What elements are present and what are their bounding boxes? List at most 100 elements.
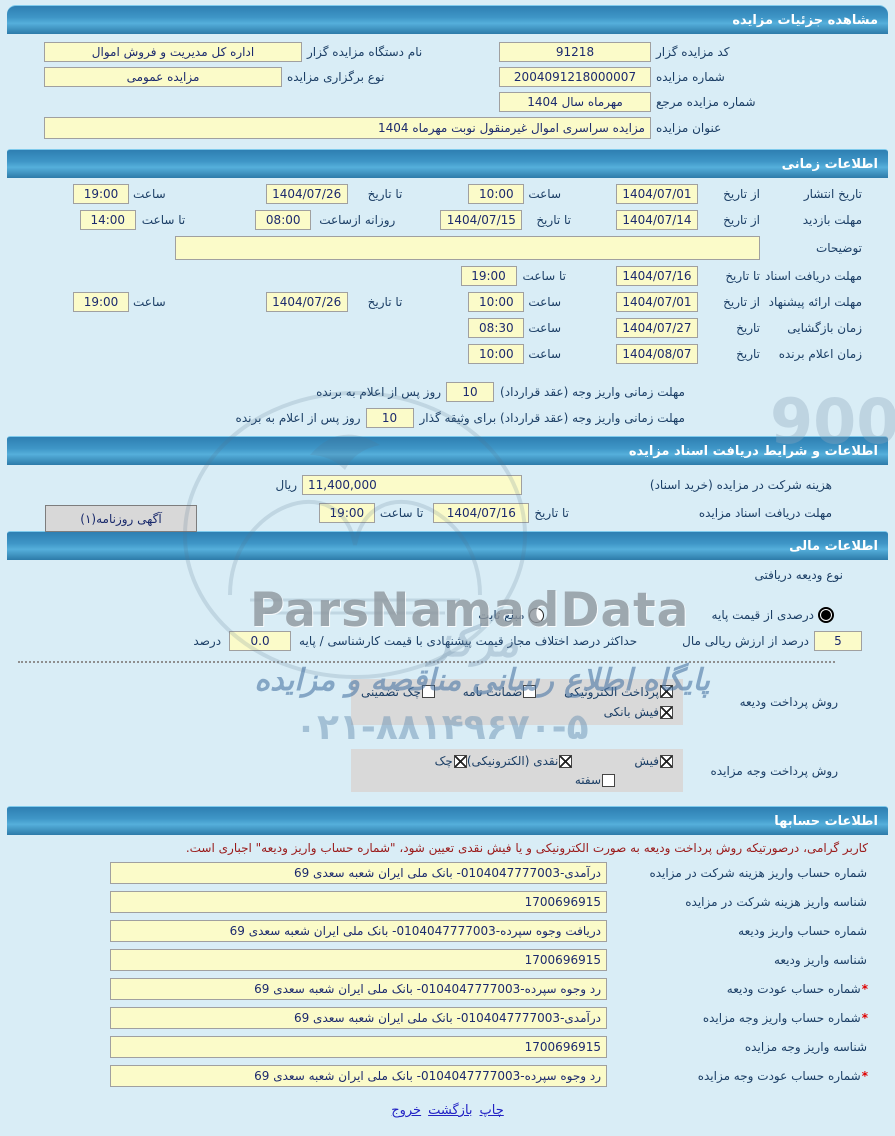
publish-from-label: از تاریخ [723, 187, 760, 201]
publish-from-date-field[interactable]: 1404/07/01 [616, 184, 698, 204]
visit-from-date-field[interactable]: 1404/07/14 [616, 210, 698, 230]
docs-receive-date-field[interactable]: 1404/07/16 [433, 503, 530, 523]
deposit-method-row: روش پرداخت ودیعه پرداخت الکترونیکی ضمانت… [10, 679, 843, 725]
auction-type-field[interactable]: مزایده عمومی [44, 67, 282, 87]
account-row-field[interactable]: 1700696915 [110, 949, 607, 971]
visit-deadline-row: مهلت بازدید از تاریخ 1404/07/14 تا تاریخ… [10, 210, 862, 230]
account-row-field[interactable]: دریافت وجوه سپرده-0104047777003- بانک مل… [110, 920, 607, 942]
docs-deadline-hour-label: تا ساعت [522, 269, 566, 283]
percent-label: درصد از ارزش ریالی مال [682, 634, 809, 648]
auction-code-field[interactable]: 91218 [499, 42, 651, 62]
ref-number-field[interactable]: مهرماه سال 1404 [499, 92, 651, 112]
exit-link[interactable]: خروج [391, 1103, 422, 1118]
visit-daily-label: روزانه ازساعت [319, 213, 396, 227]
cash-electronic-checkbox[interactable] [559, 754, 573, 768]
winner-time-field[interactable]: 10:00 [468, 344, 525, 364]
guarantee-letter-checkbox[interactable] [523, 685, 537, 699]
electronic-payment-checkbox[interactable] [660, 685, 673, 699]
deposit-option-guarantee: ضمانت نامه [463, 685, 537, 699]
account-row-field[interactable]: رد وجوه سپرده-0104047777003- بانک ملی ای… [110, 978, 607, 1000]
offer-to-time-field[interactable]: 19:00 [73, 292, 129, 312]
winner-date-field[interactable]: 1404/08/07 [616, 344, 698, 364]
financial-section: نوع ودیعه دریافتی درصدی از قیمت پایه مبل… [0, 560, 895, 792]
deposit-option-electronic: پرداخت الکترونیکی [564, 685, 673, 699]
auction-number-field[interactable]: 2004091218000007 [499, 67, 651, 87]
account-row-label: *شماره حساب عودت ودیعه [726, 982, 868, 996]
publish-to-hour-label: ساعت [133, 187, 166, 201]
publish-to-label: تا تاریخ [367, 187, 403, 201]
certified-check-label: چک تضمینی [361, 684, 421, 699]
publish-date-label: تاریخ انتشار [803, 187, 862, 201]
offer-from-time-field[interactable]: 10:00 [468, 292, 525, 312]
docs-deadline-date-field[interactable]: 1404/07/16 [616, 266, 698, 286]
deposit-option-certified-check: چک تضمینی [361, 685, 435, 699]
docs-deadline-time-field[interactable]: 19:00 [460, 266, 517, 286]
account-row-field[interactable]: رد وجوه سپرده-0104047777003- بانک ملی ای… [110, 1065, 607, 1087]
visit-from-time-field[interactable]: 08:00 [255, 210, 312, 230]
max-diff-value-field[interactable]: 0.0 [229, 631, 292, 651]
publish-to-time-field[interactable]: 19:00 [73, 184, 129, 204]
newspaper-ad-button[interactable]: آگهی روزنامه(۱) [45, 505, 197, 532]
account-row-field[interactable]: 1700696915 [110, 891, 607, 913]
offer-from-date-field[interactable]: 1404/07/01 [616, 292, 698, 312]
notes-field[interactable] [175, 236, 760, 260]
visit-to-hour-label: تا ساعت [141, 213, 186, 227]
accounts-section-title: اطلاعات حسابها [774, 814, 878, 829]
docs-receive-deadline-label: مهلت دریافت اسناد مزایده [698, 506, 832, 520]
slip-label: فیش [634, 754, 659, 768]
percent-of-base-radio[interactable] [818, 607, 834, 623]
offer-to-date-field[interactable]: 1404/07/26 [265, 292, 348, 312]
promissory-note-checkbox[interactable] [602, 773, 615, 787]
slip-checkbox[interactable] [660, 754, 673, 768]
publish-from-hour-label: ساعت [528, 187, 561, 201]
docs-receive-to-label: تا تاریخ [534, 506, 569, 520]
publish-from-time-field[interactable]: 10:00 [468, 184, 525, 204]
account-row-field[interactable]: 1700696915 [110, 1036, 607, 1058]
account-row: *شماره حساب عودت وجه مزایده رد وجوه سپرد… [0, 1065, 868, 1087]
pay-guarantor-days-field[interactable]: 10 [365, 408, 414, 428]
auction-title-field[interactable]: مزایده سراسری اموال غیرمنقول نوبت مهرماه… [44, 117, 651, 139]
deposit-option-bank-slip: فیش بانکی [604, 705, 673, 719]
offer-to-label: تا تاریخ [367, 295, 403, 309]
deposit-method-label: روش پرداخت ودیعه [739, 695, 838, 709]
deposit-type-row: نوع ودیعه دریافتی [10, 568, 843, 582]
required-star: * [861, 1069, 868, 1083]
visit-to-date-field[interactable]: 1404/07/15 [440, 210, 523, 230]
pay-contract-suffix: روز پس از اعلام به برنده [316, 385, 442, 399]
account-row-label: شناسه واریز وجه مزایده [744, 1040, 867, 1054]
opening-hour-label: ساعت [528, 321, 561, 335]
back-link[interactable]: بازگشت [428, 1103, 473, 1118]
account-row: شناسه واریز وجه مزایده 1700696915 [0, 1036, 868, 1058]
bank-slip-checkbox[interactable] [660, 705, 673, 719]
section-header-docs: اطلاعات و شرایط دریافت اسناد مزایده [7, 436, 888, 465]
publish-to-date-field[interactable]: 1404/07/26 [265, 184, 348, 204]
account-row-label: شناسه واریز هزینه شرکت در مزایده [685, 895, 867, 909]
percent-value-field[interactable]: 5 [814, 631, 862, 651]
ref-number-label: شماره مزایده مرجع [656, 95, 756, 109]
certified-check-checkbox[interactable] [421, 685, 435, 699]
org-name-field[interactable]: اداره کل مدیریت و فروش اموال [44, 42, 302, 62]
percent-of-base-radio-label: درصدی از قیمت پایه [711, 608, 814, 622]
docs-receive-time-field[interactable]: 19:00 [318, 503, 375, 523]
general-row-2: شماره مزایده 2004091218000007 نوع برگزار… [44, 67, 767, 87]
check-checkbox[interactable] [453, 754, 467, 768]
pay-contract-days-field[interactable]: 10 [446, 382, 495, 402]
account-row: شناسه واریز هزینه شرکت در مزایده 1700696… [0, 891, 868, 913]
docs-deadline-label: مهلت دریافت اسناد [764, 269, 862, 283]
account-row-field[interactable]: درآمدی-0104047777003- بانک ملی ایران شعب… [110, 862, 607, 884]
visit-to-time-field[interactable]: 14:00 [79, 210, 136, 230]
electronic-payment-label: پرداخت الکترونیکی [564, 684, 659, 699]
fee-field[interactable]: 11,400,000 [302, 475, 522, 495]
account-row-label: *شماره حساب واریز وجه مزایده [702, 1011, 868, 1025]
opening-date-field[interactable]: 1404/07/27 [616, 318, 698, 338]
visit-label: مهلت بازدید [802, 213, 862, 227]
print-link[interactable]: چاپ [479, 1103, 504, 1118]
docs-receive-deadline-row: مهلت دریافت اسناد مزایده تا تاریخ 1404/0… [10, 503, 832, 523]
account-row-label: شماره حساب واریز هزینه شرکت در مزایده [649, 866, 867, 880]
fixed-amount-radio[interactable] [528, 607, 544, 623]
pay-contract-label: مهلت زمانی واریز وجه (عقد قرارداد) [500, 385, 685, 399]
account-row-field[interactable]: درآمدی-0104047777003- بانک ملی ایران شعب… [110, 1007, 607, 1029]
page-title: مشاهده جزئیات مزایده [732, 13, 878, 28]
opening-time-field[interactable]: 08:30 [468, 318, 525, 338]
account-row: شماره حساب واریز هزینه شرکت در مزایده در… [0, 862, 868, 884]
